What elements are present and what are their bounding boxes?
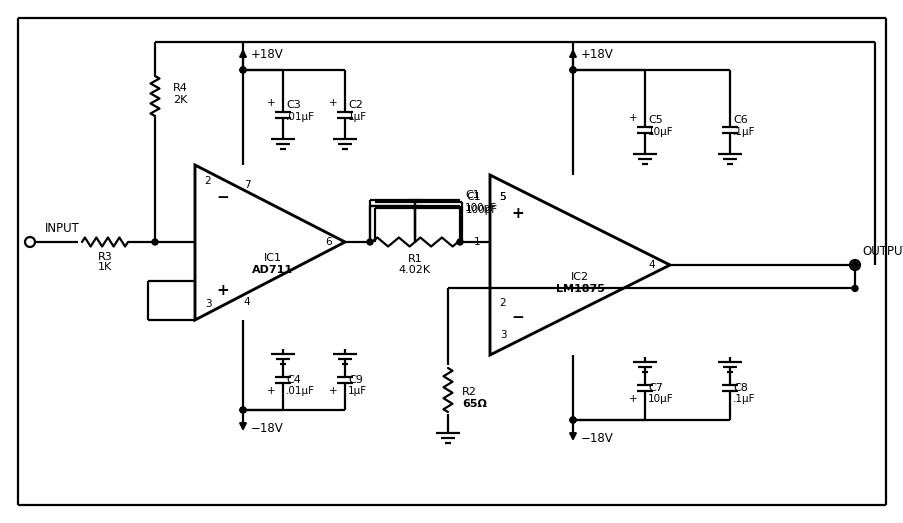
Text: 2: 2	[204, 176, 211, 186]
Circle shape	[239, 67, 246, 73]
Text: 4.02K: 4.02K	[398, 265, 431, 275]
Text: C7: C7	[647, 383, 662, 393]
Text: −: −	[217, 189, 229, 204]
Text: +: +	[329, 386, 337, 396]
Text: 10μF: 10μF	[647, 394, 673, 404]
Circle shape	[570, 67, 575, 73]
Text: C2: C2	[348, 100, 362, 110]
Text: 3: 3	[204, 299, 211, 309]
Circle shape	[570, 67, 575, 73]
Text: 100pF: 100pF	[464, 203, 497, 213]
Text: +: +	[628, 113, 637, 123]
Text: 4: 4	[648, 260, 655, 270]
Text: IC2: IC2	[571, 272, 589, 282]
Circle shape	[851, 262, 857, 268]
Text: .01μF: .01μF	[285, 386, 314, 396]
Text: C3: C3	[285, 100, 301, 110]
Text: +: +	[266, 98, 275, 108]
Text: C6: C6	[732, 115, 747, 125]
Circle shape	[570, 417, 575, 423]
Text: 4: 4	[244, 297, 250, 307]
Text: OUTPUT: OUTPUT	[861, 244, 903, 257]
Text: +: +	[217, 282, 229, 298]
Text: C9: C9	[348, 375, 362, 385]
Text: 10μF: 10μF	[647, 127, 673, 137]
Text: .1μF: .1μF	[732, 394, 755, 404]
Circle shape	[851, 286, 857, 291]
Text: 5: 5	[499, 192, 506, 202]
Text: C4: C4	[285, 375, 301, 385]
Text: 65Ω: 65Ω	[461, 399, 487, 409]
Text: 1μF: 1μF	[348, 386, 367, 396]
Text: −18V: −18V	[581, 431, 613, 445]
Circle shape	[457, 239, 462, 245]
Text: −: −	[511, 310, 524, 324]
Text: 7: 7	[244, 180, 250, 190]
Text: AD711: AD711	[252, 265, 293, 275]
Text: +18V: +18V	[251, 48, 284, 61]
Text: R4: R4	[172, 83, 188, 93]
Text: .1μF: .1μF	[732, 127, 755, 137]
Text: R3: R3	[98, 252, 112, 262]
Text: C5: C5	[647, 115, 662, 125]
Text: C8: C8	[732, 383, 747, 393]
Circle shape	[239, 407, 246, 413]
Text: C1: C1	[464, 190, 479, 200]
Circle shape	[239, 407, 246, 413]
Text: INPUT: INPUT	[45, 222, 79, 234]
Text: +: +	[511, 206, 524, 221]
Circle shape	[239, 67, 246, 73]
Text: R1: R1	[407, 254, 422, 264]
Circle shape	[152, 239, 158, 245]
Text: +: +	[329, 98, 337, 108]
Text: IC1: IC1	[264, 253, 282, 263]
Text: 1μF: 1μF	[348, 112, 367, 122]
Text: 1K: 1K	[98, 262, 112, 272]
Text: 1: 1	[473, 237, 479, 247]
Circle shape	[851, 262, 857, 268]
Text: .01μF: .01μF	[285, 112, 314, 122]
Text: +: +	[628, 394, 637, 404]
Text: −18V: −18V	[251, 422, 284, 435]
Text: +18V: +18V	[581, 48, 613, 61]
Text: C1: C1	[465, 192, 480, 202]
Text: 2K: 2K	[172, 95, 187, 105]
Circle shape	[851, 262, 857, 268]
Text: 3: 3	[499, 330, 506, 340]
Text: 5: 5	[499, 192, 506, 202]
Text: LM1875: LM1875	[555, 284, 604, 294]
Text: R2: R2	[461, 387, 477, 397]
Text: 100pF: 100pF	[465, 205, 498, 215]
Text: 2: 2	[499, 298, 506, 308]
Text: 6: 6	[325, 237, 332, 247]
Circle shape	[367, 239, 373, 245]
Circle shape	[570, 417, 575, 423]
Text: +: +	[266, 386, 275, 396]
